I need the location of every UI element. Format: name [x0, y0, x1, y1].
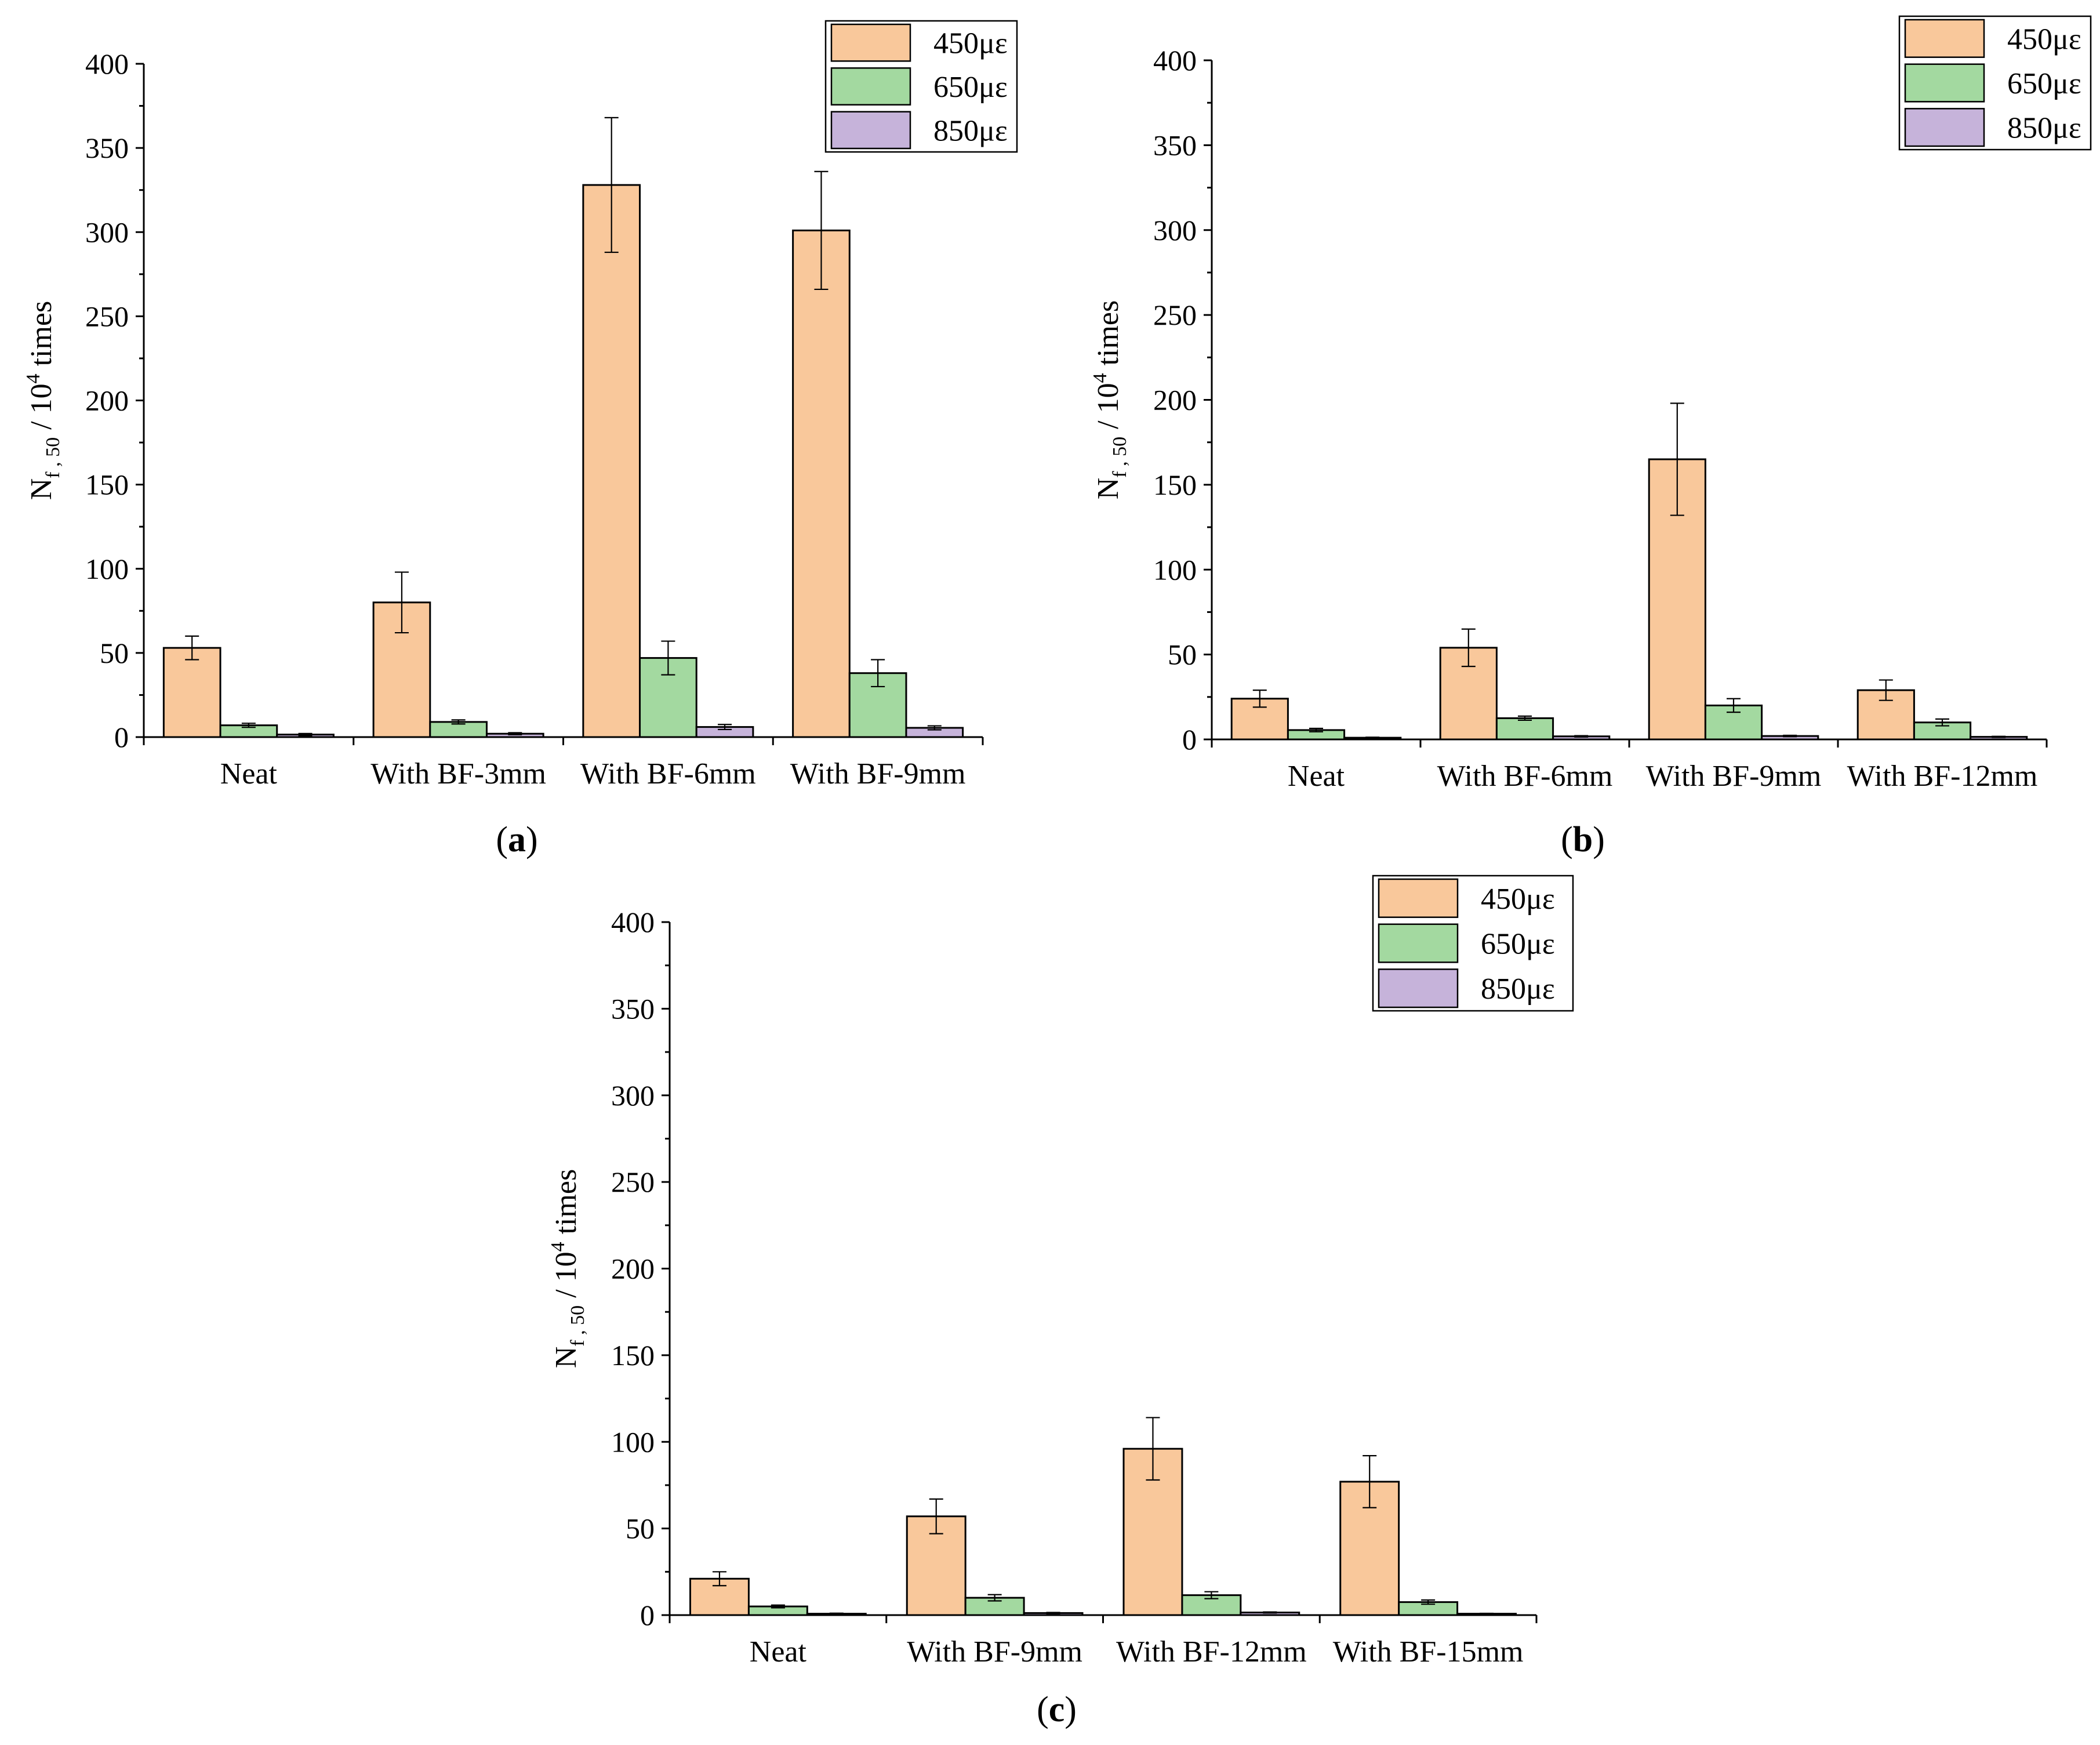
y-label-exponent: 4: [23, 373, 44, 383]
legend-label-450: 450με: [2007, 23, 2081, 56]
y-tick-label: 100: [611, 1425, 655, 1458]
x-category-label: With BF-12mm: [1847, 760, 2038, 793]
y-tick-label: 300: [85, 216, 129, 248]
y-tick-label: 300: [611, 1079, 655, 1112]
x-category-label: With BF-9mm: [1646, 760, 1822, 793]
y-tick-label: 0: [1182, 723, 1197, 756]
y-label-end: times: [550, 1169, 583, 1242]
legend-swatch-850: [1904, 108, 1985, 147]
legend-label-450: 450με: [933, 27, 1008, 60]
y-tick-label: 400: [611, 906, 655, 938]
x-category-label: Neat: [220, 757, 278, 790]
panel-label-letter: b: [1573, 820, 1593, 859]
y-label-subscript: f , 50: [1109, 437, 1131, 478]
panel-label-open: (: [1037, 1690, 1049, 1729]
y-tick-label: 300: [1153, 214, 1197, 246]
panel-c: 0 50 100 150 200 250 300 350 400 Neat With BF-9mm W…: [547, 875, 1574, 1729]
bar-450-2: [582, 184, 641, 738]
legend-swatch-650: [1904, 63, 1985, 103]
panel-label: (a): [496, 820, 537, 859]
y-tick-label: 50: [100, 637, 129, 669]
y-tick-label: 350: [611, 992, 655, 1025]
y-tick-label: 200: [1153, 384, 1197, 416]
y-tick-label: 150: [1153, 469, 1197, 501]
y-tick-label: 150: [611, 1339, 655, 1372]
y-tick-label: 100: [1153, 553, 1197, 586]
y-tick-label: 0: [640, 1599, 655, 1631]
legend-swatch-850: [1378, 968, 1459, 1008]
y-label-exponent: 4: [547, 1242, 569, 1251]
y-tick-label: 200: [611, 1253, 655, 1285]
legend: 450με 650με 850με: [824, 20, 1018, 153]
y-label-unit: / 10: [1092, 383, 1125, 436]
legend-label-850: 850με: [933, 114, 1008, 147]
y-label-end: times: [1092, 300, 1125, 373]
y-tick-label: 0: [114, 721, 129, 753]
legend-label-650: 650με: [933, 71, 1008, 104]
legend-swatch-850: [830, 111, 911, 150]
x-category-label: With BF-9mm: [907, 1635, 1082, 1668]
y-label-exponent: 4: [1089, 373, 1111, 383]
y-label-main: N: [550, 1347, 583, 1369]
legend-label-850: 850με: [2007, 112, 2081, 145]
x-category-label: With BF-12mm: [1116, 1635, 1307, 1668]
y-tick-label: 200: [85, 384, 129, 417]
legend-swatch-650: [830, 67, 911, 106]
panel-label-close: ): [526, 820, 538, 859]
y-axis-label: Nf , 50 / 104 times: [23, 301, 64, 500]
y-label-unit: / 10: [25, 383, 58, 437]
panel-b: 0 50 100 150 200 250 300 350 400 Neat With BF-6mm W…: [1089, 15, 2092, 859]
bar-450-0: [162, 647, 221, 738]
panel-label-close: ): [1593, 820, 1605, 859]
panel-label-open: (: [1561, 820, 1573, 859]
legend-label-450: 450με: [1481, 883, 1555, 916]
y-tick-label: 350: [85, 132, 129, 164]
x-category-label: Neat: [750, 1635, 807, 1668]
legend-label-650: 650με: [2007, 67, 2081, 100]
y-axis-label: Nf , 50 / 104 times: [547, 1169, 588, 1369]
y-label-unit: / 10: [550, 1251, 583, 1305]
x-category-label: Neat: [1288, 760, 1345, 793]
y-tick-label: 400: [1153, 44, 1197, 77]
y-tick-label: 400: [85, 48, 129, 80]
legend-swatch-450: [1904, 19, 1985, 58]
bar-450-3: [792, 229, 851, 738]
y-tick-label: 50: [626, 1512, 655, 1545]
y-label-main: N: [1092, 478, 1125, 500]
panel-label-close: ): [1064, 1690, 1077, 1729]
legend-swatch-450: [830, 23, 911, 62]
panel-label-letter: a: [508, 820, 526, 859]
y-tick-label: 150: [85, 469, 129, 501]
legend-swatch-450: [1378, 878, 1459, 918]
y-tick-label: 350: [1153, 129, 1197, 161]
y-label-main: N: [25, 478, 58, 500]
panel-a: 0 50 100 150 200 250 300 350 400 Neat With BF-3mm W…: [23, 20, 1018, 859]
y-label-end: times: [25, 301, 58, 374]
x-category-label: With BF-3mm: [370, 757, 546, 790]
panel-label-open: (: [496, 820, 508, 859]
legend-label-650: 650με: [1481, 928, 1555, 961]
panel-label: (c): [1037, 1690, 1077, 1729]
legend: 450με 650με 850με: [1898, 15, 2092, 151]
y-tick-label: 250: [611, 1166, 655, 1198]
legend-label-850: 850με: [1481, 973, 1555, 1006]
y-label-subscript: f , 50: [567, 1305, 588, 1347]
y-label-subscript: f , 50: [42, 437, 64, 478]
y-tick-label: 250: [1153, 299, 1197, 331]
bar-650-1: [1495, 717, 1554, 741]
x-category-label: With BF-15mm: [1333, 1635, 1524, 1668]
legend: 450με 650με 850με: [1372, 875, 1574, 1012]
y-axis-label: Nf , 50 / 104 times: [1089, 300, 1131, 500]
x-category-label: With BF-9mm: [790, 757, 966, 790]
x-category-label: With BF-6mm: [1437, 760, 1613, 793]
y-tick-label: 100: [85, 553, 129, 585]
y-tick-label: 50: [1168, 638, 1197, 671]
x-category-label: With BF-6mm: [580, 757, 756, 790]
panel-label-letter: c: [1049, 1690, 1065, 1729]
y-tick-label: 250: [85, 300, 129, 332]
legend-swatch-650: [1378, 923, 1459, 963]
bar-450-1: [372, 601, 431, 738]
panel-label: (b): [1561, 820, 1605, 859]
